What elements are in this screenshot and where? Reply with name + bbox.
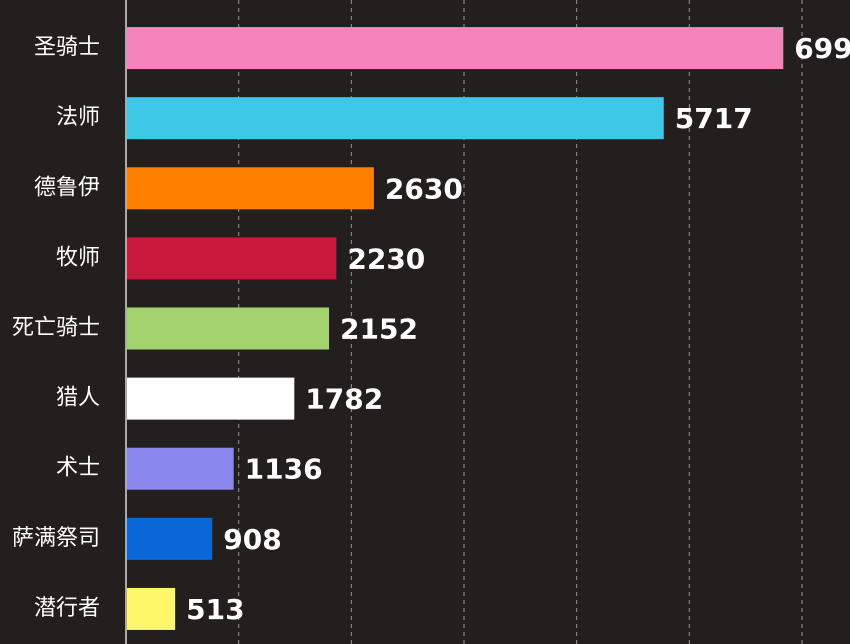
bar xyxy=(127,97,664,140)
category-label: 牧师 xyxy=(56,245,100,270)
category-label: 德鲁伊 xyxy=(34,175,100,200)
bar xyxy=(127,27,784,70)
category-label: 术士 xyxy=(56,456,100,481)
value-label: 2152 xyxy=(340,313,418,346)
value-label: 1782 xyxy=(305,383,383,416)
bar xyxy=(127,447,234,490)
bar xyxy=(127,517,213,560)
value-label: 2230 xyxy=(347,242,425,275)
category-label: 萨满祭司 xyxy=(12,526,100,551)
category-label: 死亡骑士 xyxy=(12,316,100,341)
value-label: 513 xyxy=(186,593,244,626)
category-label: 猎人 xyxy=(56,386,100,411)
value-label: 6990 xyxy=(794,32,850,65)
category-label: 圣骑士 xyxy=(34,35,100,60)
value-label: 1136 xyxy=(245,453,323,486)
bar xyxy=(127,307,330,350)
category-label: 法师 xyxy=(56,105,100,130)
value-label: 908 xyxy=(223,523,281,556)
value-label: 5717 xyxy=(675,102,753,135)
bar xyxy=(127,377,295,420)
value-label: 2630 xyxy=(385,172,463,205)
bar xyxy=(127,237,337,280)
bar xyxy=(127,587,176,630)
category-label: 潜行者 xyxy=(34,596,100,621)
bar xyxy=(127,167,374,210)
